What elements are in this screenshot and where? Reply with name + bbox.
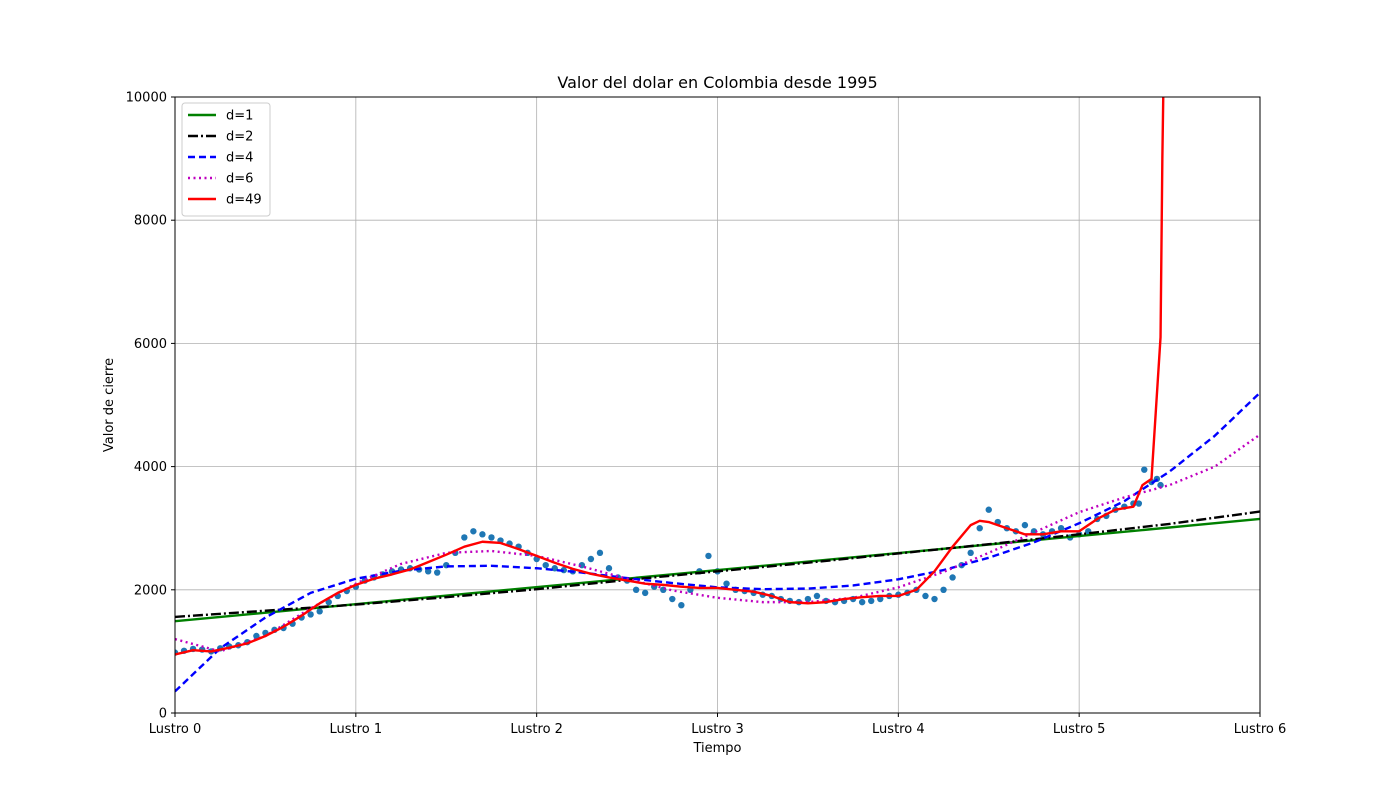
x-tick-label: Lustro 1 xyxy=(330,722,383,737)
scatter-point xyxy=(470,528,477,535)
scatter-point xyxy=(434,569,441,576)
y-tick-label: 0 xyxy=(159,707,167,722)
legend-label: d=1 xyxy=(226,109,253,124)
scatter-point xyxy=(542,561,549,569)
legend: d=1 d=2 d=4 d=6 d=49 xyxy=(181,102,271,217)
scatter-point xyxy=(1030,528,1038,535)
axis-ticks: Lustro 0 Lustro 1 Lustro 2 Lustro 3 Lustro 4… xyxy=(126,91,1287,738)
scatter-point xyxy=(985,506,992,513)
scatter-point xyxy=(641,589,649,597)
legend-label: d=6 xyxy=(226,172,253,187)
x-tick-label: Lustro 5 xyxy=(1053,722,1106,737)
y-tick-label: 8000 xyxy=(134,214,167,229)
scatter-point xyxy=(858,598,866,606)
scatter-point xyxy=(307,611,314,618)
scatter-point xyxy=(868,597,875,605)
chart-title: Valor del dolar en Colombia desde 1995 xyxy=(557,73,877,92)
x-tick-label: Lustro 4 xyxy=(872,722,925,737)
scatter-point xyxy=(976,525,983,532)
x-tick-label: Lustro 6 xyxy=(1234,722,1287,737)
scatter-point xyxy=(949,574,956,581)
scatter-point xyxy=(596,549,604,557)
x-tick-label: Lustro 3 xyxy=(691,722,744,737)
legend-label: d=2 xyxy=(226,130,253,145)
x-axis-label: Tiempo xyxy=(692,741,741,756)
scatter-point xyxy=(488,534,495,541)
scatter-point xyxy=(1057,525,1065,532)
scatter-point xyxy=(1141,466,1148,473)
scatter-point xyxy=(940,586,947,593)
scatter-point xyxy=(316,608,323,615)
scatter-point xyxy=(1135,500,1143,507)
scatter-point xyxy=(931,595,938,603)
series-line-d49 xyxy=(175,97,1165,656)
scatter-point xyxy=(705,552,712,560)
plot-area xyxy=(175,97,1260,693)
x-tick-label: Lustro 2 xyxy=(510,722,563,737)
scatter-point xyxy=(877,595,884,603)
scatter-point xyxy=(632,586,640,593)
legend-label: d=4 xyxy=(226,151,253,166)
scatter-point xyxy=(424,568,432,575)
scatter-point xyxy=(1021,521,1029,529)
scatter-point xyxy=(967,549,974,557)
scatter-point xyxy=(922,592,929,600)
y-tick-label: 6000 xyxy=(134,337,167,352)
scatter-point xyxy=(253,632,260,640)
scatter-point xyxy=(813,592,821,600)
legend-label: d=49 xyxy=(226,193,262,208)
scatter-point xyxy=(605,565,613,572)
series-line-d4 xyxy=(175,391,1260,693)
y-tick-label: 10000 xyxy=(126,91,167,106)
y-axis-label: Valor de cierre xyxy=(102,358,117,452)
scatter-point xyxy=(479,531,486,538)
y-tick-label: 4000 xyxy=(134,460,167,475)
scatter-point xyxy=(804,595,812,603)
y-tick-label: 2000 xyxy=(134,583,167,598)
scatter-point xyxy=(551,565,558,572)
legend-box xyxy=(181,102,271,217)
series-line-d2 xyxy=(175,510,1260,619)
scatter-point xyxy=(587,555,595,563)
scatter-point xyxy=(1157,481,1164,489)
scatter-point xyxy=(669,595,676,603)
scatter-point xyxy=(678,602,685,609)
x-tick-label: Lustro 0 xyxy=(149,722,202,737)
scatter-point xyxy=(723,580,730,587)
scatter-point xyxy=(461,534,468,541)
